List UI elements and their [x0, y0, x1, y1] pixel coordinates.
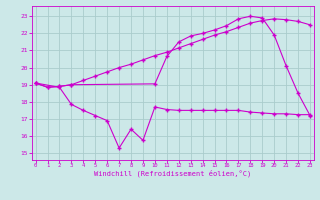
X-axis label: Windchill (Refroidissement éolien,°C): Windchill (Refroidissement éolien,°C) — [94, 169, 252, 177]
